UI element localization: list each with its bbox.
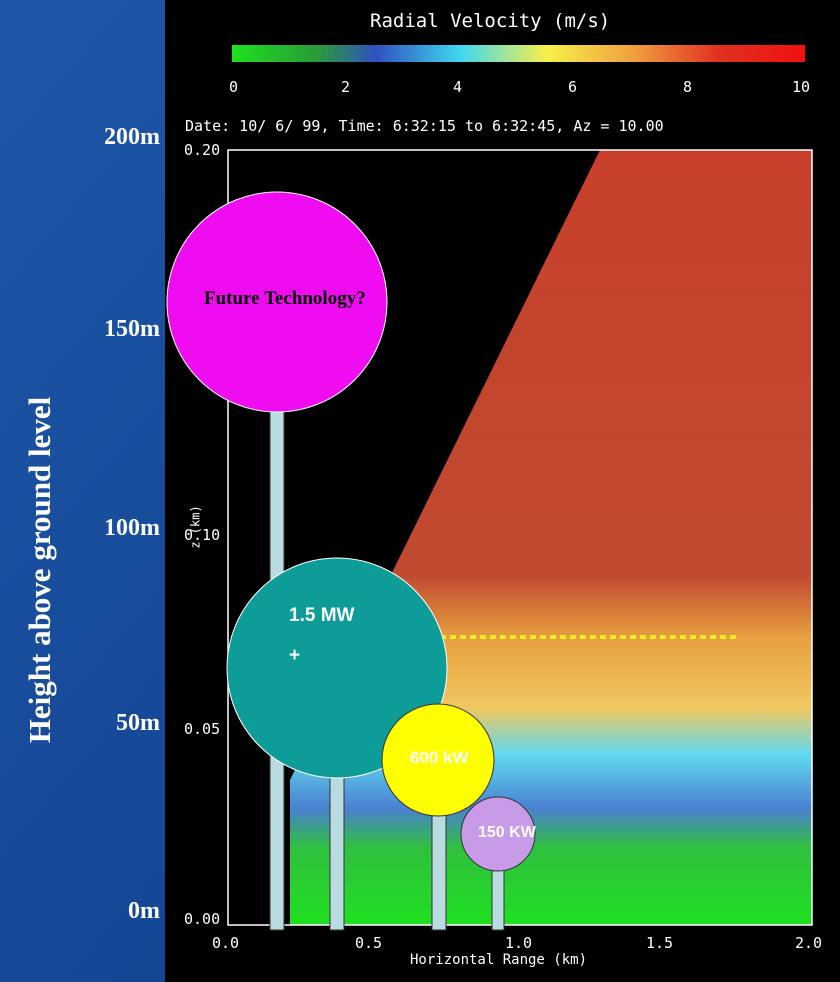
image-subtitle: Date: 10/ 6/ 99, Time: 6:32:15 to 6:32:4…: [185, 117, 664, 135]
height-label: 100m: [72, 515, 160, 542]
x-tick-label: 0.0: [212, 934, 239, 952]
x-tick-label: 0.5: [355, 934, 382, 952]
colorbar-tick: 4: [453, 78, 462, 96]
colorbar-tick: 6: [568, 78, 577, 96]
height-label: 0m: [72, 898, 160, 925]
turbine-label: 150 KW: [478, 824, 536, 842]
height-label: 50m: [72, 710, 160, 737]
x-tick-label: 2.0: [795, 934, 822, 952]
x-axis-label: Horizontal Range (km): [410, 952, 587, 968]
turbine-label: 600 kW: [410, 748, 469, 768]
colorbar-tick: 0: [229, 78, 238, 96]
height-label: 200m: [72, 124, 160, 151]
colorbar-tick: 8: [683, 78, 692, 96]
colorbar-tick: 2: [341, 78, 350, 96]
turbine-label: 1.5 MW +: [289, 596, 359, 676]
colorbar: [232, 45, 805, 62]
y-axis-title: Height above ground level: [22, 397, 58, 743]
y-tick-label: 0.20: [184, 141, 220, 159]
colorbar-tick: 10: [792, 78, 810, 96]
turbine-tower: [330, 760, 344, 930]
height-label: 150m: [72, 316, 160, 343]
slide: Height above ground level 200m 150m 100m…: [0, 0, 840, 982]
turbine-tower: [432, 810, 446, 930]
y-tick-label: 0.00: [184, 910, 220, 928]
turbine-tower: [492, 865, 504, 930]
x-tick-label: 1.5: [646, 934, 673, 952]
y-axis-label: z (km): [189, 505, 203, 548]
turbine-label: Future Technology?: [204, 288, 366, 310]
y-tick-label: 0.05: [184, 720, 220, 738]
image-title: Radial Velocity (m/s): [370, 10, 610, 32]
x-tick-label: 1.0: [505, 934, 532, 952]
